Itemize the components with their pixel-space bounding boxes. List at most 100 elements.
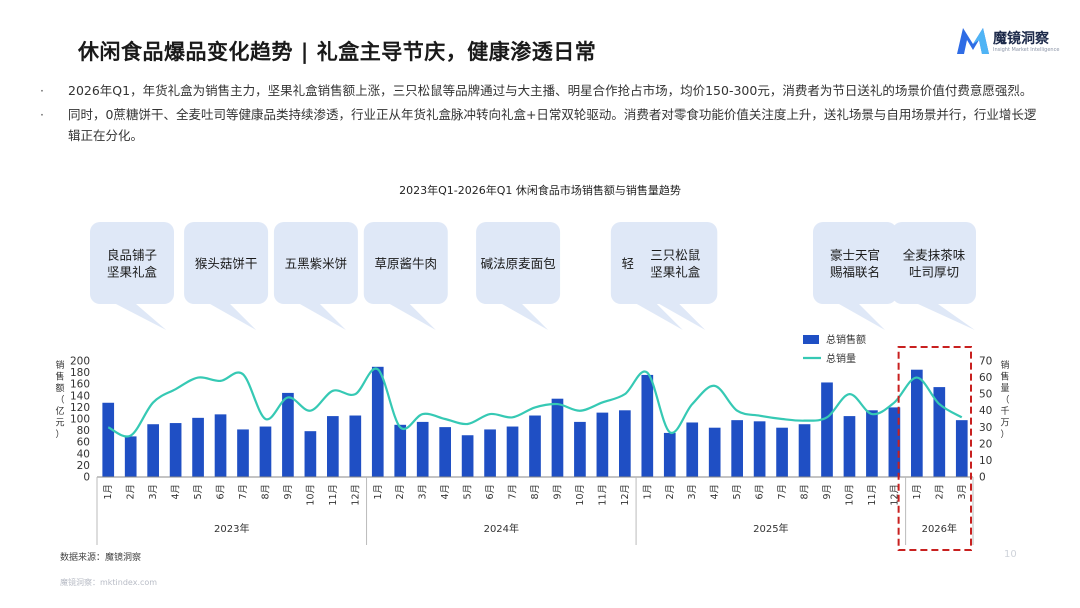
y-right-tick-label: 50 [979, 389, 992, 401]
y-left-axis-label-char: （ [55, 395, 64, 406]
bar-total-sales [686, 422, 699, 477]
y-left-tick-label: 60 [77, 437, 90, 449]
y-left-tick-label: 20 [77, 460, 90, 472]
callout-label: 草原酱牛肉 [375, 256, 438, 271]
callout-label: 良品铺子 [107, 248, 157, 263]
summary-bullets: · 2026年Q1，年货礼盒为销售主力，坚果礼盒销售额上涨，三只松鼠等品牌通过与… [40, 80, 1040, 149]
year-group-label: 2024年 [484, 522, 519, 535]
y-left-tick-label: 120 [70, 402, 90, 414]
bullet-text: 2026年Q1，年货礼盒为销售主力，坚果礼盒销售额上涨，三只松鼠等品牌通过与大主… [68, 83, 1033, 98]
x-tick-label: 10月 [575, 484, 586, 506]
y-right-tick-label: 70 [979, 356, 992, 368]
y-right-tick-label: 20 [979, 438, 992, 450]
callout-label: 猴头菇饼干 [195, 256, 258, 271]
x-tick-label: 7月 [238, 484, 249, 500]
bar-total-sales [394, 424, 407, 477]
bar-total-sales [147, 424, 159, 477]
bar-total-sales [551, 398, 564, 477]
bar-total-sales [439, 427, 451, 477]
x-tick-label: 11月 [328, 484, 339, 506]
bar-total-sales [371, 366, 384, 477]
chart-title: 2023年Q1-2026年Q1 休闲食品市场销售额与销售量趋势 [399, 184, 681, 197]
x-tick-label: 1月 [373, 484, 384, 500]
x-tick-label: 8月 [800, 484, 811, 500]
y-right-axis-label-char: ） [1000, 429, 1009, 440]
bar-total-sales [259, 426, 272, 477]
y-left-tick-label: 180 [70, 367, 90, 379]
bar-total-sales [282, 392, 294, 477]
x-tick-label: 2月 [395, 484, 406, 500]
bar-total-sales [529, 415, 541, 477]
x-tick-label: 4月 [710, 484, 721, 500]
callout-label: 全麦抹茶味 [903, 248, 966, 263]
x-tick-label: 6月 [755, 484, 766, 500]
year-group-label: 2025年 [753, 522, 788, 535]
highlight-box-2026 [897, 346, 972, 551]
bar-total-sales [933, 387, 946, 477]
bar-total-sales [506, 426, 519, 477]
year-group-label: 2023年 [214, 522, 249, 535]
bar-total-sales [955, 420, 968, 477]
brand-logo: 魔镜洞察 Insight Market Intelligence [955, 24, 1065, 60]
logo-subtitle: Insight Market Intelligence [993, 47, 1060, 53]
callout-bubble [813, 222, 897, 330]
bar-total-sales [821, 382, 833, 477]
callout-label: 三只松鼠 [650, 248, 701, 263]
y-left-tick-label: 140 [70, 390, 90, 402]
x-tick-label: 11月 [597, 484, 608, 506]
callout-bubble [184, 222, 269, 330]
x-tick-label: 5月 [732, 484, 743, 500]
x-tick-label: 6月 [485, 484, 496, 500]
x-tick-label: 3月 [418, 484, 429, 500]
x-tick-label: 5月 [463, 484, 474, 500]
x-tick-label: 2月 [934, 484, 945, 500]
x-tick-label: 12月 [350, 484, 361, 506]
bar-total-sales [776, 427, 788, 477]
bar-total-sales [192, 417, 204, 477]
callout-label: 碱法原麦面包 [481, 256, 556, 271]
callout-label: 坚果礼盒 [650, 265, 701, 280]
logo-text: 魔镜洞察 [993, 31, 1049, 47]
page-number: 10 [1004, 549, 1017, 560]
y-right-axis-label-char: 销 [1000, 359, 1009, 371]
y-right-tick-label: 60 [979, 372, 992, 384]
x-tick-label: 6月 [216, 484, 227, 500]
bar-total-sales [124, 436, 137, 477]
y-right-tick-label: 10 [979, 455, 992, 467]
watermark: 魔镜洞察：mktindex.com [60, 578, 158, 587]
x-tick-label: 10月 [305, 484, 316, 506]
callout-bubble [633, 222, 718, 330]
bar-total-sales [237, 429, 249, 477]
bar-total-sales [574, 421, 586, 477]
legend-label-volume: 总销量 [826, 352, 856, 365]
x-tick-label: 8月 [530, 484, 541, 500]
line-total-volume [107, 367, 963, 438]
callout-bubble [90, 222, 174, 330]
y-left-tick-label: 40 [77, 448, 90, 460]
legend-label-sales: 总销售额 [826, 333, 866, 346]
bar-total-sales [708, 427, 721, 477]
callout-bubble [892, 222, 976, 330]
y-right-tick-label: 30 [979, 422, 992, 434]
callout-label: 赐福联名 [830, 265, 880, 280]
callout-bubble [273, 222, 358, 330]
y-left-tick-label: 160 [70, 379, 90, 391]
y-right-axis-label-char: （ [1000, 395, 1009, 406]
x-tick-label: 1月 [642, 484, 653, 500]
x-tick-label: 2月 [126, 484, 137, 500]
y-right-axis-label-char: 万 [1000, 419, 1009, 429]
logo-m-icon [957, 28, 989, 54]
bar-total-sales [416, 421, 429, 477]
y-left-axis-label-char: 额 [55, 382, 64, 394]
callout-label: 五黑紫米饼 [285, 256, 348, 271]
x-tick-label: 9月 [283, 484, 294, 500]
bar-total-sales [484, 429, 496, 477]
x-tick-label: 9月 [552, 484, 563, 500]
data-source: 数据来源：魔镜洞察 [60, 553, 142, 563]
callout-bubble [363, 222, 448, 330]
callout-label: 豪士天官 [830, 248, 880, 263]
bar-total-sales [327, 416, 339, 477]
bar-total-sales [911, 369, 923, 477]
bar-total-sales [596, 412, 609, 477]
